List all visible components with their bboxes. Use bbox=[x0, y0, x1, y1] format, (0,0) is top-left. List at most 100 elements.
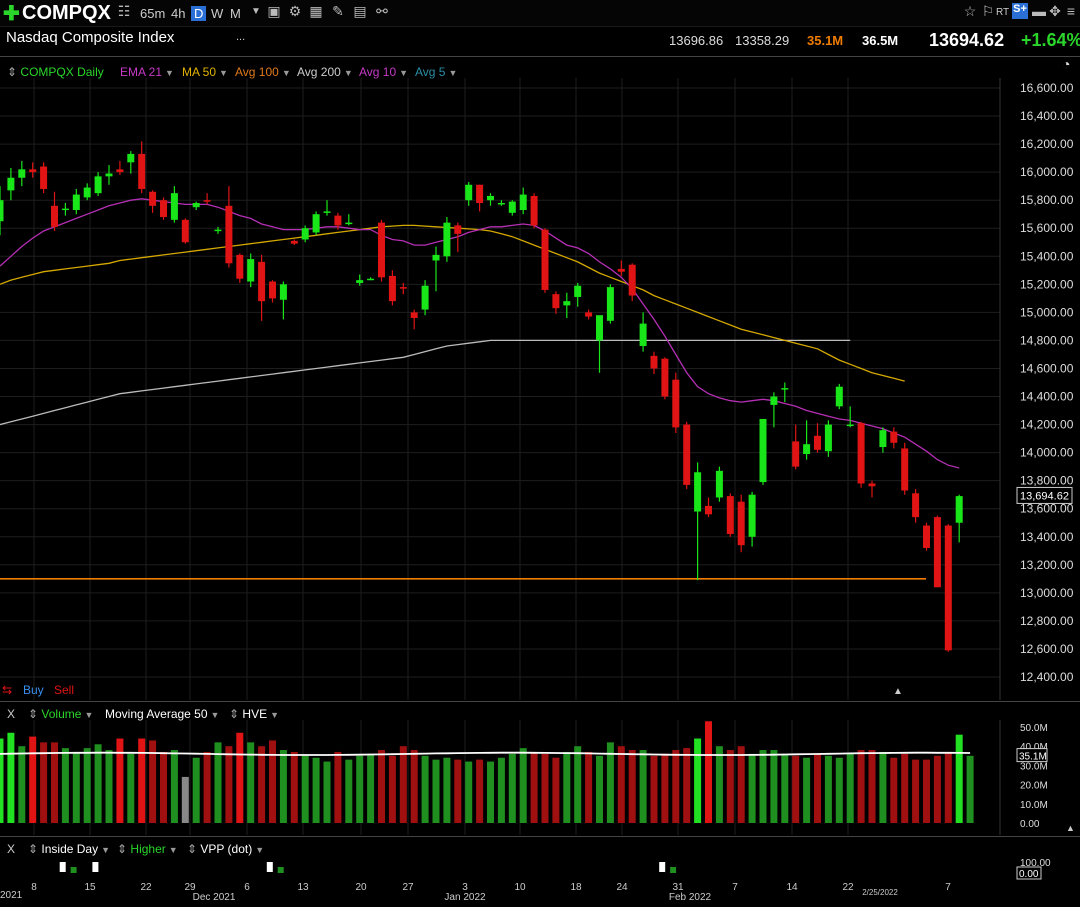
globe-icon[interactable]: ◔ bbox=[1062, 56, 1071, 72]
price-tick-label: 14,600.00 bbox=[1020, 361, 1074, 375]
volume-bar bbox=[792, 755, 800, 823]
volume-bar bbox=[225, 746, 233, 823]
candle-body bbox=[868, 483, 876, 487]
layout-icon[interactable]: ▤ bbox=[353, 3, 367, 19]
price-tick-label: 16,600.00 bbox=[1020, 81, 1074, 95]
share-icon[interactable]: ⚯ bbox=[376, 3, 388, 19]
volume-ma-legend[interactable]: Moving Average 50 ▼ bbox=[105, 707, 219, 721]
legend-ma50[interactable]: MA 50 ▼ bbox=[182, 65, 228, 79]
scroll-up-icon[interactable]: ▲ bbox=[1066, 823, 1075, 833]
candle-body bbox=[356, 280, 364, 283]
legend-avg200[interactable]: Avg 200 ▼ bbox=[297, 65, 353, 79]
legend-avg100[interactable]: Avg 100 ▼ bbox=[235, 65, 291, 79]
candle-body bbox=[258, 261, 266, 302]
volume-bar bbox=[933, 755, 941, 823]
volume-bar bbox=[639, 750, 647, 823]
candle-body bbox=[519, 194, 527, 211]
candle-body bbox=[443, 222, 451, 257]
symbol-field[interactable]: COMPQX bbox=[22, 2, 111, 24]
candle-body bbox=[203, 200, 211, 202]
settings-icon[interactable]: ⚙ bbox=[288, 3, 302, 19]
candle-body bbox=[497, 202, 505, 205]
volume-bar bbox=[367, 753, 375, 823]
signal-last-box bbox=[1016, 866, 1042, 880]
volume-tick-label: 40.0M bbox=[1020, 742, 1048, 753]
timeframe-65m[interactable]: 65m bbox=[140, 6, 166, 21]
buy-button[interactable]: Buy bbox=[23, 683, 44, 697]
chevron-down-icon: ▼ bbox=[448, 68, 458, 78]
sort-icon: ⇕ bbox=[117, 842, 128, 856]
volume-last-label: 35.1M bbox=[1019, 752, 1047, 763]
signal-chart: 100.000.00 bbox=[59, 858, 1051, 880]
candle-body bbox=[748, 494, 756, 537]
candle-body bbox=[617, 268, 625, 272]
sell-button[interactable]: Sell bbox=[54, 683, 75, 697]
volume-bar bbox=[737, 746, 745, 823]
timeframe-dropdown-icon[interactable]: ▼ bbox=[251, 6, 261, 17]
date-tick-label: 31 bbox=[672, 882, 684, 893]
indicators-icon[interactable]: ▦ bbox=[309, 3, 323, 19]
trade-icon[interactable]: ⇆ bbox=[2, 683, 13, 697]
price-tick-label: 12,400.00 bbox=[1020, 670, 1074, 684]
candle-body bbox=[40, 166, 48, 189]
candle-body bbox=[912, 493, 920, 518]
volume-bar bbox=[51, 742, 58, 823]
candle-body bbox=[29, 169, 37, 173]
menu-icon[interactable]: ≡ bbox=[1066, 3, 1076, 19]
candle-body bbox=[824, 424, 832, 452]
timeframe-m[interactable]: M bbox=[230, 6, 241, 21]
timeframe-w[interactable]: W bbox=[211, 6, 224, 21]
chart-type-icon[interactable]: ▣ bbox=[267, 3, 281, 19]
draw-pencil-icon[interactable]: ✎ bbox=[332, 3, 344, 19]
candle-body bbox=[541, 229, 549, 290]
candle-body bbox=[563, 301, 571, 306]
save-icon[interactable]: ▬ bbox=[1032, 3, 1046, 19]
volume-tick-label: 0.00 bbox=[1020, 819, 1040, 830]
price-tick-label: 15,000.00 bbox=[1020, 305, 1074, 319]
favorite-star-icon[interactable]: ☆ bbox=[963, 3, 977, 19]
volume-bar bbox=[29, 736, 37, 823]
date-tick-label: 18 bbox=[570, 882, 582, 893]
scroll-up-icon[interactable]: ▲ bbox=[893, 686, 903, 697]
low-value: 13358.29 bbox=[735, 33, 790, 48]
volume-bar bbox=[617, 746, 625, 823]
alert-icon[interactable]: S+ bbox=[1012, 3, 1028, 19]
flag-icon[interactable]: ⚐ bbox=[981, 3, 995, 19]
close-volume-panel[interactable]: X bbox=[7, 707, 16, 721]
timeframe-4h[interactable]: 4h bbox=[171, 6, 186, 21]
vpp-legend[interactable]: ⇕ VPP (dot) ▼ bbox=[187, 842, 264, 856]
add-symbol-icon[interactable]: ✚ bbox=[3, 3, 20, 25]
volume-bar bbox=[715, 746, 723, 823]
candle-body bbox=[236, 254, 244, 279]
candle-body bbox=[72, 194, 80, 211]
candle-body bbox=[279, 284, 287, 300]
higher-legend[interactable]: ⇕ Higher ▼ bbox=[117, 842, 178, 856]
volume-chart[interactable]: 50.0M 40.0M 30.0M 20.0M 10.0M 0.00 35.1M bbox=[0, 720, 1080, 835]
volume-bar bbox=[258, 746, 266, 823]
volume-bar bbox=[748, 753, 756, 823]
legend-avg10[interactable]: Avg 10 ▼ bbox=[359, 65, 408, 79]
candle-body bbox=[759, 418, 767, 483]
candle-body bbox=[944, 525, 952, 651]
candle-body bbox=[585, 312, 593, 317]
hve-legend[interactable]: ⇕ HVE ▼ bbox=[229, 707, 279, 721]
legend-ema21[interactable]: EMA 21 ▼ bbox=[120, 65, 174, 79]
timeframe-d[interactable]: D bbox=[191, 6, 207, 21]
close-signal-panel[interactable]: X bbox=[7, 842, 16, 856]
volume-legend[interactable]: ⇕ Volume ▼ bbox=[28, 707, 93, 721]
legend-symbol[interactable]: ⇕ COMPQX Daily bbox=[7, 65, 104, 79]
price-chart[interactable]: 16,600.00 16,400.00 16,200.00 16,000.00 15,8… bbox=[0, 78, 1080, 700]
symbol-list-icon[interactable]: ☷ bbox=[117, 3, 131, 19]
candle-body bbox=[923, 525, 930, 548]
volume-bar bbox=[901, 753, 909, 823]
expand-icon[interactable]: ✥ bbox=[1049, 3, 1061, 19]
volume-bar bbox=[759, 750, 767, 823]
date-tick-label: 13 bbox=[297, 882, 309, 893]
instrument-title: Nasdaq Composite Index bbox=[6, 29, 175, 46]
volume-bar bbox=[803, 757, 811, 823]
price-tick-label: 16,400.00 bbox=[1020, 109, 1074, 123]
legend-avg5[interactable]: Avg 5 ▼ bbox=[415, 65, 457, 79]
more-ellipsis[interactable]: ... bbox=[236, 31, 246, 43]
inside-day-marker bbox=[92, 862, 99, 872]
inside-day-legend[interactable]: ⇕ Inside Day ▼ bbox=[28, 842, 110, 856]
